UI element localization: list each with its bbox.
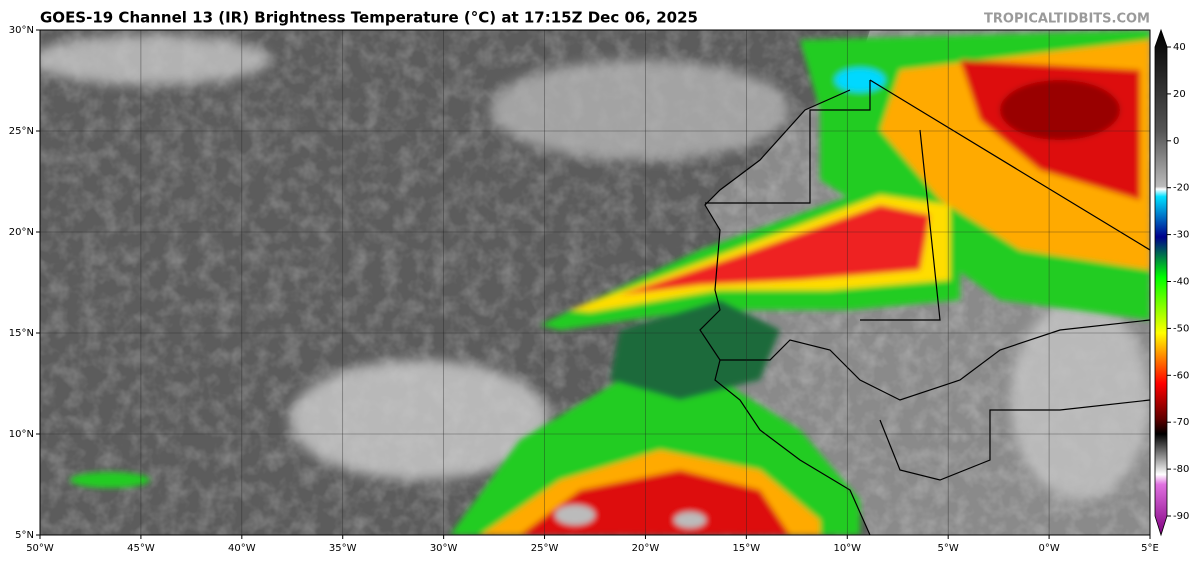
lon-tick-label: 0°W	[1038, 543, 1059, 554]
colorbar-tick-label: 0	[1173, 136, 1179, 147]
colorbar-tick-label: 20	[1173, 89, 1186, 100]
colorbar-tick-label: -50	[1173, 323, 1189, 334]
lat-tick-label: 10°N	[9, 429, 34, 440]
lon-tick-label: 50°W	[26, 543, 54, 554]
lat-tick-label: 25°N	[9, 126, 34, 137]
lat-tick-label: 20°N	[9, 227, 34, 238]
lon-tick-label: 30°W	[430, 543, 458, 554]
colorbar-tick-label: -30	[1173, 230, 1189, 241]
colorbar-ticks: 40 20 0 -20 -30 -40 -50 -60 -70 -80 -90	[1167, 42, 1189, 522]
lon-tick-label: 15°W	[733, 543, 761, 554]
colorbar-tick-label: -40	[1173, 277, 1189, 288]
lon-tick-label: 10°W	[833, 543, 861, 554]
lon-tick-label: 5°E	[1141, 543, 1159, 554]
lon-tick-label: 40°W	[228, 543, 256, 554]
lat-tick-label: 5°N	[15, 530, 34, 541]
title: GOES-19 Channel 13 (IR) Brightness Tempe…	[40, 9, 698, 27]
map-frame	[39, 29, 1151, 536]
coastline	[699, 79, 1150, 535]
lat-tick-label: 30°N	[9, 25, 34, 36]
colorbar-tick-label: -60	[1173, 370, 1189, 381]
lon-tick-label: 25°W	[531, 543, 559, 554]
colorbar-tick-label: -80	[1173, 464, 1189, 475]
watermark: TROPICALTIDBITS.COM	[984, 12, 1150, 27]
lat-tick-label: 15°N	[9, 328, 34, 339]
colorbar-tick-label: -70	[1173, 417, 1189, 428]
lon-tick-label: 45°W	[127, 543, 155, 554]
lon-tick-label: 5°W	[938, 543, 959, 554]
colorbar-tick-label: -20	[1173, 183, 1189, 194]
colorbar-tick-label: -90	[1173, 511, 1189, 522]
colorbar-tick-label: 40	[1173, 42, 1186, 53]
satellite-image	[40, 30, 1150, 535]
colorbar	[1154, 28, 1168, 537]
lon-tick-label: 35°W	[329, 543, 357, 554]
lon-tick-label: 20°W	[632, 543, 660, 554]
